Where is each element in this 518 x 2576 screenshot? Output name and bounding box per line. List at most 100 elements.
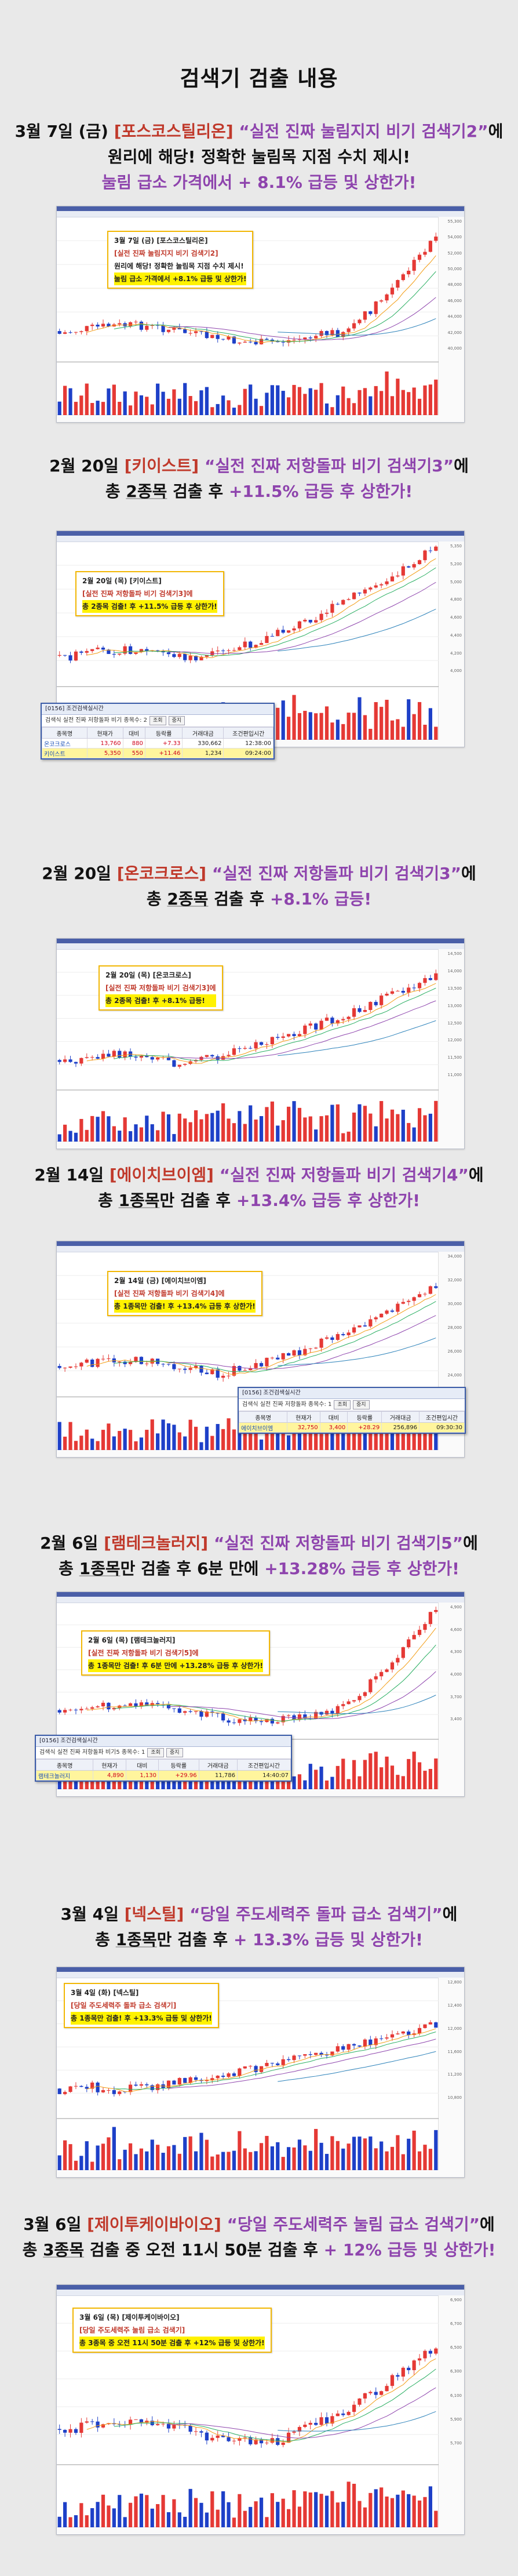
candle	[292, 628, 296, 631]
section-6-heading: 3월 4일 [넥스틸] “당일 주도세력주 돌파 급소 검색기”에 총 1종목만…	[12, 1902, 506, 1953]
chart-toolbar[interactable]	[57, 211, 464, 217]
moving-average-line	[168, 1315, 436, 1369]
cell-name[interactable]: 키이스트	[42, 748, 87, 758]
candle	[150, 1057, 154, 1060]
volume-bar	[210, 1774, 214, 1789]
candle	[57, 330, 61, 334]
s1-quote: “실전 진짜 눌림지지 비기 검색기2”	[233, 122, 488, 141]
volume-bar	[243, 2510, 247, 2527]
volume-bar	[183, 2516, 187, 2527]
candle	[292, 2055, 296, 2061]
candle	[287, 1034, 291, 1037]
cell-rate: +29.96	[158, 1770, 199, 1781]
volume-bar	[314, 2128, 318, 2170]
candle	[101, 2424, 105, 2428]
time-axis	[57, 1141, 439, 1149]
volume-bar	[281, 2157, 285, 2170]
candle	[79, 651, 83, 653]
volume-bar	[352, 1432, 356, 1450]
volume-bar	[297, 1425, 302, 1450]
candle	[221, 1713, 225, 1721]
volume-bar	[216, 2154, 220, 2170]
search-button[interactable]: 조회	[334, 1400, 351, 1409]
volume-bar	[166, 2146, 171, 2170]
volume-bar	[123, 1429, 127, 1450]
volume-bar	[346, 1419, 351, 1450]
candle	[57, 655, 61, 656]
volume-bar	[308, 2150, 312, 2170]
volume-bar	[396, 2135, 400, 2170]
candle	[374, 2038, 378, 2045]
col-header: 등락률	[347, 1411, 382, 1423]
volume-bar	[205, 1114, 209, 1142]
volume-bar	[96, 1117, 100, 1142]
cell-name[interactable]: 에이치브이엠	[238, 1422, 288, 1433]
candle	[90, 1707, 94, 1709]
search-button[interactable]: 조회	[149, 716, 166, 725]
candle	[96, 1057, 100, 1059]
candle	[385, 2386, 389, 2392]
candle	[417, 2028, 422, 2034]
volume-bar	[265, 2135, 269, 2170]
candle	[292, 1350, 296, 1356]
candle	[161, 325, 165, 332]
candle	[380, 2391, 384, 2395]
time-axis	[57, 1449, 439, 1457]
volume-bar	[369, 2136, 373, 2170]
volume-bar	[188, 2136, 192, 2170]
chart-toolbar[interactable]	[57, 1972, 464, 1978]
volume-bar	[166, 1423, 171, 1450]
candle	[172, 1060, 176, 1067]
candle	[308, 2422, 312, 2425]
cell-name[interactable]: 램테크놀러지	[35, 1770, 94, 1781]
volume-bar	[358, 2501, 362, 2527]
chart-toolbar[interactable]	[57, 536, 464, 542]
table-row[interactable]: 온코크로스 13,760 880 +7.33 330,662 12:38:00	[42, 738, 273, 749]
stop-button[interactable]: 중지	[168, 716, 185, 725]
volume-bar	[270, 1425, 274, 1450]
volume-bar	[358, 390, 362, 415]
candle	[297, 339, 302, 340]
table-row[interactable]: 에이치브이엠 32,750 3,400 +28.29 256,896 09:30…	[238, 1422, 465, 1433]
chart-toolbar[interactable]	[57, 943, 464, 950]
candle	[358, 1696, 362, 1701]
candle	[161, 2084, 165, 2088]
search-button[interactable]: 조회	[147, 1748, 164, 1757]
volume-bar	[210, 1113, 214, 1142]
stop-button[interactable]: 중지	[353, 1400, 370, 1409]
chart-toolbar[interactable]	[57, 1597, 464, 1603]
candle	[363, 589, 367, 594]
candle	[85, 1057, 89, 1058]
candle	[227, 2073, 231, 2077]
candle	[166, 2080, 171, 2088]
candle	[112, 1051, 116, 1057]
volume-bar	[287, 717, 291, 740]
moving-average-line	[278, 1338, 436, 1366]
stop-button[interactable]: 중지	[166, 1748, 183, 1757]
candle	[249, 1717, 253, 1721]
volume-bar	[96, 1441, 100, 1450]
note-5-line: 2월 6일 (목) [램테크놀러지]	[88, 1636, 176, 1644]
section-4-heading: 2월 14일 [에이치브이엠] “실전 진짜 저항돌파 비기 검색기4”에 총 …	[12, 1162, 506, 1213]
price-tick-label: 13,000	[447, 1003, 462, 1008]
table-row[interactable]: 램테크놀러지 4,890 1,130 +29.96 11,786 14:40:0…	[35, 1770, 291, 1781]
chart-toolbar[interactable]	[57, 2290, 464, 2296]
s6-date: 3월 4일	[60, 1905, 125, 1924]
s3-date: 2월 20일	[42, 864, 117, 883]
volume-bar	[128, 1131, 133, 1142]
table-row[interactable]: 키이스트 5,350 550 +11.46 1,234 09:24:00	[42, 748, 273, 758]
candle	[79, 331, 83, 332]
cell-amount: 256,896	[381, 1422, 420, 1433]
moving-average-line	[114, 1644, 436, 1722]
chart-toolbar[interactable]	[57, 1246, 464, 1252]
candle	[270, 1718, 274, 1724]
volume-bar	[79, 2156, 83, 2170]
candle	[238, 647, 242, 651]
cell-name[interactable]: 온코크로스	[42, 738, 87, 749]
candle	[166, 2424, 171, 2429]
volume-bar	[287, 1774, 291, 1789]
volume-bar	[74, 1441, 78, 1450]
volume-bar	[172, 1425, 176, 1450]
time-axis	[57, 2170, 439, 2177]
candle	[145, 1055, 149, 1058]
